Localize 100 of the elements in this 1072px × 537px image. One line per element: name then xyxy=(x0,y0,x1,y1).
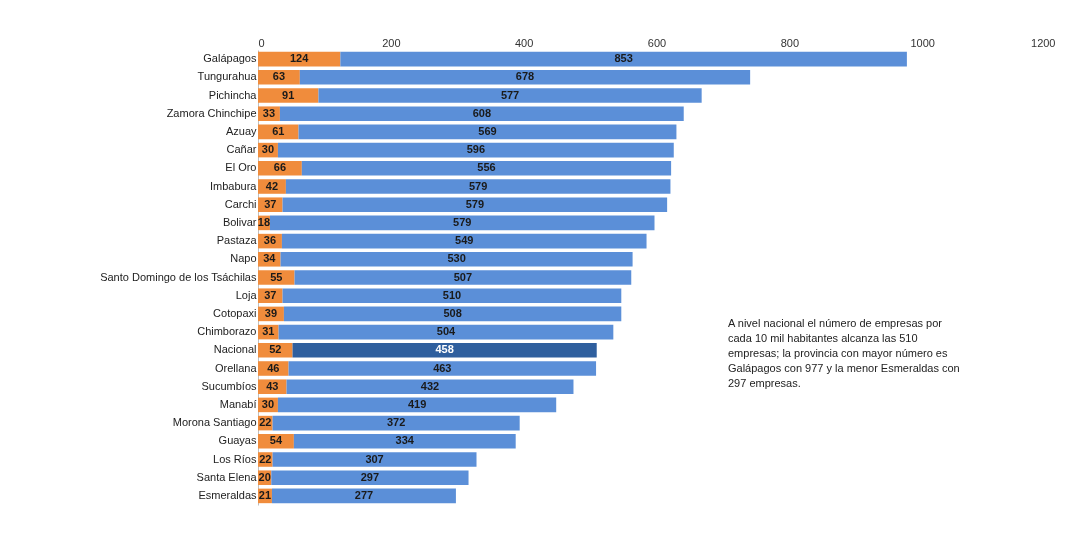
data-label: 63 xyxy=(272,70,286,83)
data-label: 124 xyxy=(290,52,310,65)
y-tick-label: Guayas xyxy=(218,434,257,447)
y-tick-label: Napo xyxy=(230,252,257,265)
data-label: 43 xyxy=(266,379,279,392)
data-label: 307 xyxy=(365,452,384,465)
data-label: 579 xyxy=(468,179,488,192)
data-label: 458 xyxy=(435,343,454,356)
y-tick-label: Esmeraldas xyxy=(198,488,257,501)
y-tick-label: Cotopaxi xyxy=(213,306,257,319)
data-label: 507 xyxy=(453,270,473,283)
data-label: 579 xyxy=(453,215,472,228)
data-label: 530 xyxy=(447,252,466,265)
bar xyxy=(286,379,574,394)
y-tick-label: El Oro xyxy=(225,161,257,174)
data-label: 30 xyxy=(261,397,275,410)
bar xyxy=(340,51,907,67)
bar xyxy=(280,252,633,267)
bar xyxy=(271,470,469,485)
bar xyxy=(258,70,300,85)
bar xyxy=(288,361,597,376)
data-label: 463 xyxy=(433,361,452,374)
y-tick-label: Zamora Chinchipe xyxy=(166,106,257,119)
data-label: 33 xyxy=(262,106,276,119)
bar xyxy=(318,88,702,103)
x-tick-label: 1200 xyxy=(1031,36,1056,49)
y-tick-label: Bolivar xyxy=(222,215,257,228)
data-label: 556 xyxy=(477,161,496,174)
bar xyxy=(282,288,622,303)
bar xyxy=(277,142,674,158)
data-label: 34 xyxy=(263,252,277,265)
bar xyxy=(271,488,456,504)
data-label: 46 xyxy=(267,361,280,374)
y-tick-label: Sucumbíos xyxy=(201,379,257,392)
data-label: 510 xyxy=(442,288,462,301)
x-tick-label: 800 xyxy=(780,36,800,49)
y-tick-label: Pastaza xyxy=(216,234,258,247)
data-label: 577 xyxy=(500,88,520,101)
x-tick-label: 600 xyxy=(647,36,667,49)
y-tick-label: Imbabura xyxy=(210,179,258,192)
data-label: 432 xyxy=(420,379,440,392)
data-label: 372 xyxy=(386,416,406,429)
bar xyxy=(293,434,516,449)
y-tick-label: Santo Domingo de los Tsáchilas xyxy=(100,270,257,283)
data-label: 31 xyxy=(262,325,275,338)
data-label: 22 xyxy=(259,452,272,465)
bar xyxy=(294,270,632,285)
bar xyxy=(272,452,477,467)
data-label: 508 xyxy=(443,306,462,319)
bar xyxy=(282,197,668,212)
y-tick-label: Los Ríos xyxy=(213,452,257,465)
bar xyxy=(272,415,520,431)
data-label: 419 xyxy=(407,397,427,410)
x-tick-label: 1000 xyxy=(910,36,935,49)
data-label: 608 xyxy=(472,106,491,119)
y-tick-label: Azuay xyxy=(225,124,257,137)
data-label: 61 xyxy=(272,124,285,137)
data-label: 504 xyxy=(436,325,457,338)
data-label: 42 xyxy=(265,179,279,192)
bar xyxy=(283,306,622,322)
bar xyxy=(301,161,672,176)
bar xyxy=(258,161,302,176)
data-label: 18 xyxy=(257,215,271,228)
y-tick-label: Tungurahua xyxy=(197,70,258,83)
bar xyxy=(298,124,677,140)
data-label: 334 xyxy=(395,434,415,447)
data-label: 39 xyxy=(264,306,278,319)
data-label: 36 xyxy=(263,234,277,247)
data-label: 22 xyxy=(259,416,272,429)
bar xyxy=(299,70,751,85)
bar xyxy=(269,215,655,231)
y-tick-label: Chimborazo xyxy=(197,325,257,338)
x-tick-label: 200 xyxy=(382,36,401,49)
data-label: 579 xyxy=(465,197,485,210)
data-label: 596 xyxy=(466,143,486,156)
x-tick-label: 400 xyxy=(514,36,534,49)
bar xyxy=(279,106,684,121)
bar xyxy=(292,343,597,358)
bar xyxy=(278,324,614,340)
data-label: 55 xyxy=(270,270,283,283)
y-tick-label: Carchi xyxy=(224,197,257,210)
data-label: 37 xyxy=(264,197,277,210)
y-tick-label: Santa Elena xyxy=(196,470,258,483)
data-label: 569 xyxy=(478,124,497,137)
data-label: 52 xyxy=(269,343,282,356)
bar xyxy=(281,233,647,249)
y-tick-label: Nacional xyxy=(213,343,257,356)
data-label: 20 xyxy=(258,470,271,483)
annotation: A nivel nacional el número de empresas por cada 10 mil habitantes alcanza las 510 empresas; la provincia con mayor número es Galápagos con 977 y la menor Esmeraldas con 297 empresas. xyxy=(728,317,960,389)
data-label: 277 xyxy=(354,488,374,501)
y-tick-label: Loja xyxy=(235,288,258,301)
data-label: 21 xyxy=(258,488,272,501)
data-label: 678 xyxy=(515,70,535,83)
data-label: 549 xyxy=(455,234,474,247)
bar xyxy=(258,88,319,103)
bar xyxy=(285,179,671,194)
y-tick-label: Pichincha xyxy=(208,88,258,101)
data-label: 297 xyxy=(360,470,380,483)
y-tick-label: Orellana xyxy=(214,361,258,374)
data-label: 54 xyxy=(269,434,283,447)
